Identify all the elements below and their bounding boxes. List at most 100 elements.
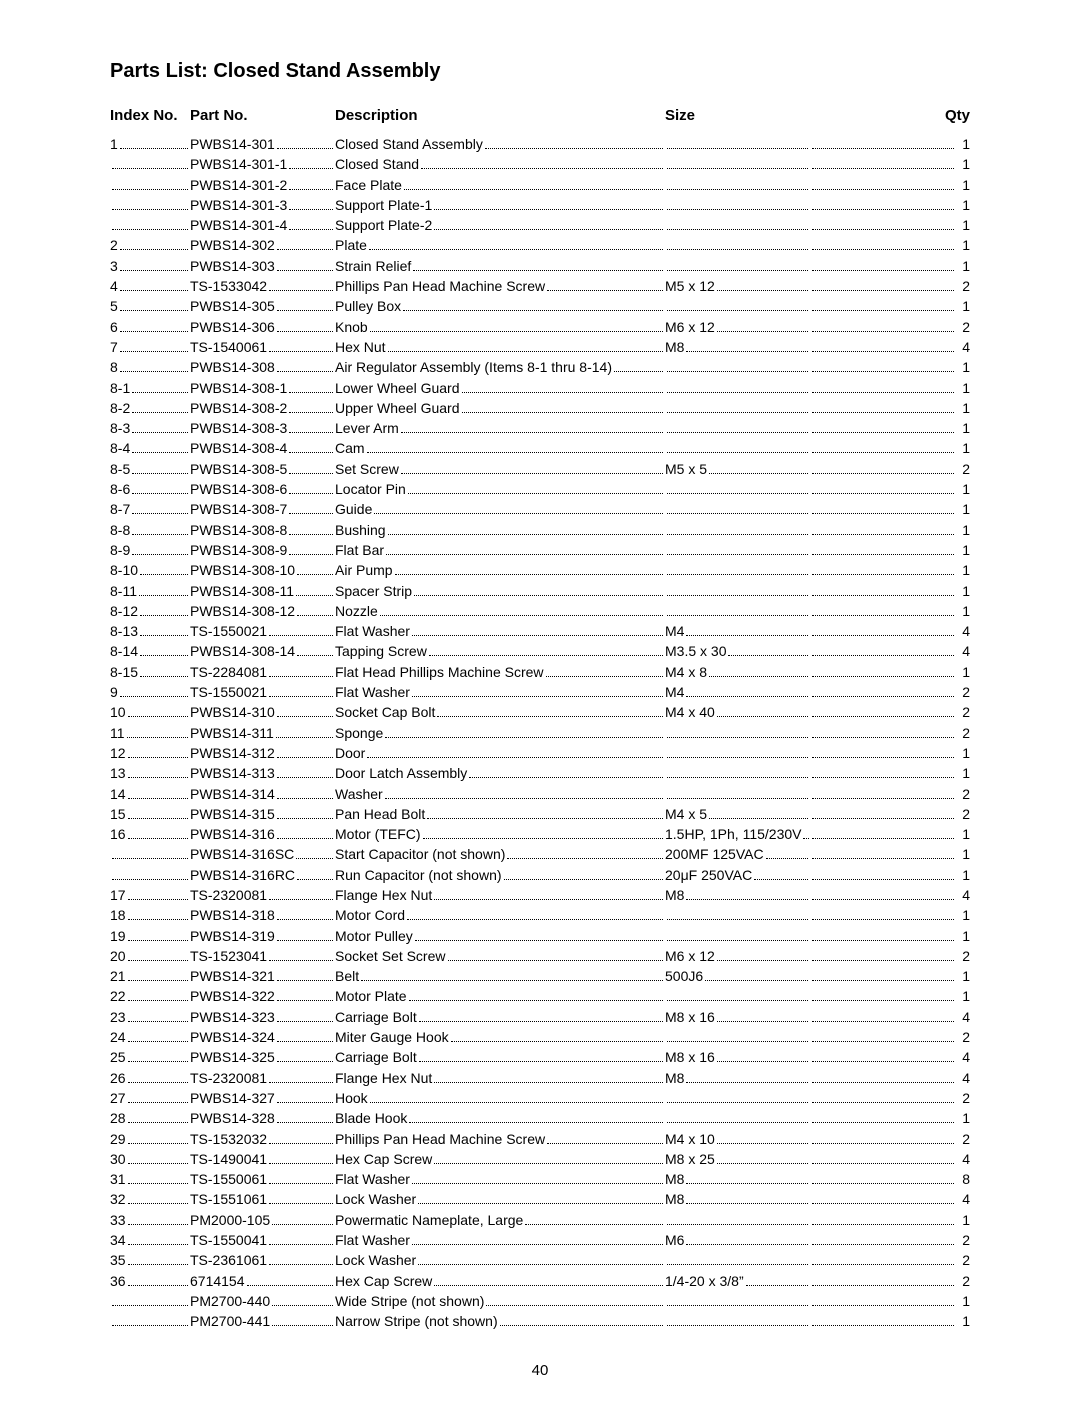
cell-qty: 4 — [810, 337, 970, 357]
cell-part: TS-2284081 — [190, 662, 335, 682]
leader — [277, 829, 333, 840]
leader — [412, 1235, 663, 1246]
cell-part-value: PWBS14-311 — [190, 723, 274, 743]
cell-qty: 1 — [810, 763, 970, 783]
leader — [112, 1295, 188, 1306]
leader — [667, 544, 808, 555]
cell-index-value: 28 — [110, 1108, 126, 1128]
cell-qty-value: 4 — [956, 1149, 970, 1169]
leader — [717, 707, 808, 718]
cell-desc: Motor (TEFC) — [335, 824, 665, 844]
cell-part-value: PWBS14-301-3 — [190, 195, 287, 215]
cell-desc: Hex Cap Screw — [335, 1271, 665, 1291]
leader — [812, 829, 954, 840]
leader — [277, 971, 333, 982]
table-row: PWBS14-301-1Closed Stand1 — [110, 154, 970, 174]
table-row: 15PWBS14-315Pan Head BoltM4 x 52 — [110, 804, 970, 824]
cell-desc: Closed Stand Assembly — [335, 134, 665, 154]
cell-desc-value: Hex Cap Screw — [335, 1271, 432, 1291]
cell-qty: 2 — [810, 1271, 970, 1291]
cell-desc-value: Flat Washer — [335, 621, 410, 641]
cell-qty: 8 — [810, 1169, 970, 1189]
leader — [429, 646, 663, 657]
leader — [754, 869, 808, 880]
leader — [132, 402, 188, 413]
leader — [667, 747, 808, 758]
cell-part-value: TS-1532032 — [190, 1129, 267, 1149]
cell-size: M8 — [665, 885, 810, 905]
cell-qty: 2 — [810, 804, 970, 824]
leader — [120, 321, 188, 332]
cell-part-value: PWBS14-324 — [190, 1027, 275, 1047]
cell-part: PWBS14-310 — [190, 702, 335, 722]
cell-desc: Carriage Bolt — [335, 1047, 665, 1067]
cell-index — [110, 1316, 190, 1330]
cell-index-value: 8-10 — [110, 560, 138, 580]
leader — [686, 1194, 808, 1205]
leader — [434, 1153, 663, 1164]
cell-size-value: M4 x 8 — [665, 662, 707, 682]
leader — [272, 1316, 333, 1327]
leader — [547, 1133, 663, 1144]
cell-desc-value: Support Plate-2 — [335, 215, 432, 235]
cell-size: M5 x 12 — [665, 276, 810, 296]
cell-qty: 1 — [810, 905, 970, 925]
cell-qty: 1 — [810, 743, 970, 763]
leader — [812, 585, 954, 596]
cell-size — [665, 220, 810, 234]
leader — [500, 1316, 663, 1327]
leader — [705, 971, 808, 982]
cell-desc: Pulley Box — [335, 296, 665, 316]
leader — [667, 1255, 808, 1266]
cell-part-value: TS-1550021 — [190, 682, 267, 702]
cell-size-value: M4 x 5 — [665, 804, 707, 824]
leader — [128, 950, 188, 961]
cell-index: 35 — [110, 1250, 190, 1270]
leader — [296, 849, 333, 860]
cell-size: M6 — [665, 1230, 810, 1250]
cell-part-value: PWBS14-321 — [190, 966, 275, 986]
cell-index-value: 35 — [110, 1250, 126, 1270]
leader — [289, 402, 333, 413]
leader — [401, 423, 663, 434]
cell-index-value: 8-13 — [110, 621, 138, 641]
cell-qty: 4 — [810, 1149, 970, 1169]
cell-index-value: 29 — [110, 1129, 126, 1149]
leader — [812, 930, 954, 941]
cell-index: 25 — [110, 1047, 190, 1067]
leader — [297, 646, 333, 657]
cell-qty: 4 — [810, 885, 970, 905]
cell-size: 1/4-20 x 3/8” — [665, 1271, 810, 1291]
cell-index-value: 8-15 — [110, 662, 138, 682]
cell-desc-value: Carriage Bolt — [335, 1007, 417, 1027]
leader — [812, 199, 954, 210]
leader — [128, 1235, 188, 1246]
cell-qty: 1 — [810, 235, 970, 255]
cell-desc: Support Plate-2 — [335, 215, 665, 235]
cell-part-value: TS-1550061 — [190, 1169, 267, 1189]
table-row: 8-4PWBS14-308-4Cam1 — [110, 438, 970, 458]
leader — [812, 402, 954, 413]
cell-size-value: M8 x 16 — [665, 1007, 715, 1027]
cell-desc-value: Pulley Box — [335, 296, 401, 316]
cell-desc: Socket Cap Bolt — [335, 702, 665, 722]
cell-part-value: PWBS14-313 — [190, 763, 275, 783]
cell-index-value: 6 — [110, 317, 118, 337]
cell-part-value: PWBS14-316SC — [190, 844, 294, 864]
page-title: Parts List: Closed Stand Assembly — [110, 60, 970, 83]
cell-index-value: 8-3 — [110, 418, 130, 438]
table-row: 31TS-1550061Flat WasherM88 — [110, 1169, 970, 1189]
leader — [370, 1092, 663, 1103]
leader — [120, 139, 188, 150]
cell-index-value: 12 — [110, 743, 126, 763]
table-row: 26TS-2320081Flange Hex NutM84 — [110, 1068, 970, 1088]
leader — [667, 382, 808, 393]
cell-part-value: PWBS14-308-8 — [190, 520, 287, 540]
leader — [686, 1235, 808, 1246]
cell-qty-value: 2 — [956, 804, 970, 824]
cell-desc-value: Blade Hook — [335, 1108, 407, 1128]
cell-part-value: PWBS14-308-14 — [190, 641, 295, 661]
cell-desc-value: Plate — [335, 235, 367, 255]
leader — [667, 443, 808, 454]
cell-part: PWBS14-301-3 — [190, 195, 335, 215]
